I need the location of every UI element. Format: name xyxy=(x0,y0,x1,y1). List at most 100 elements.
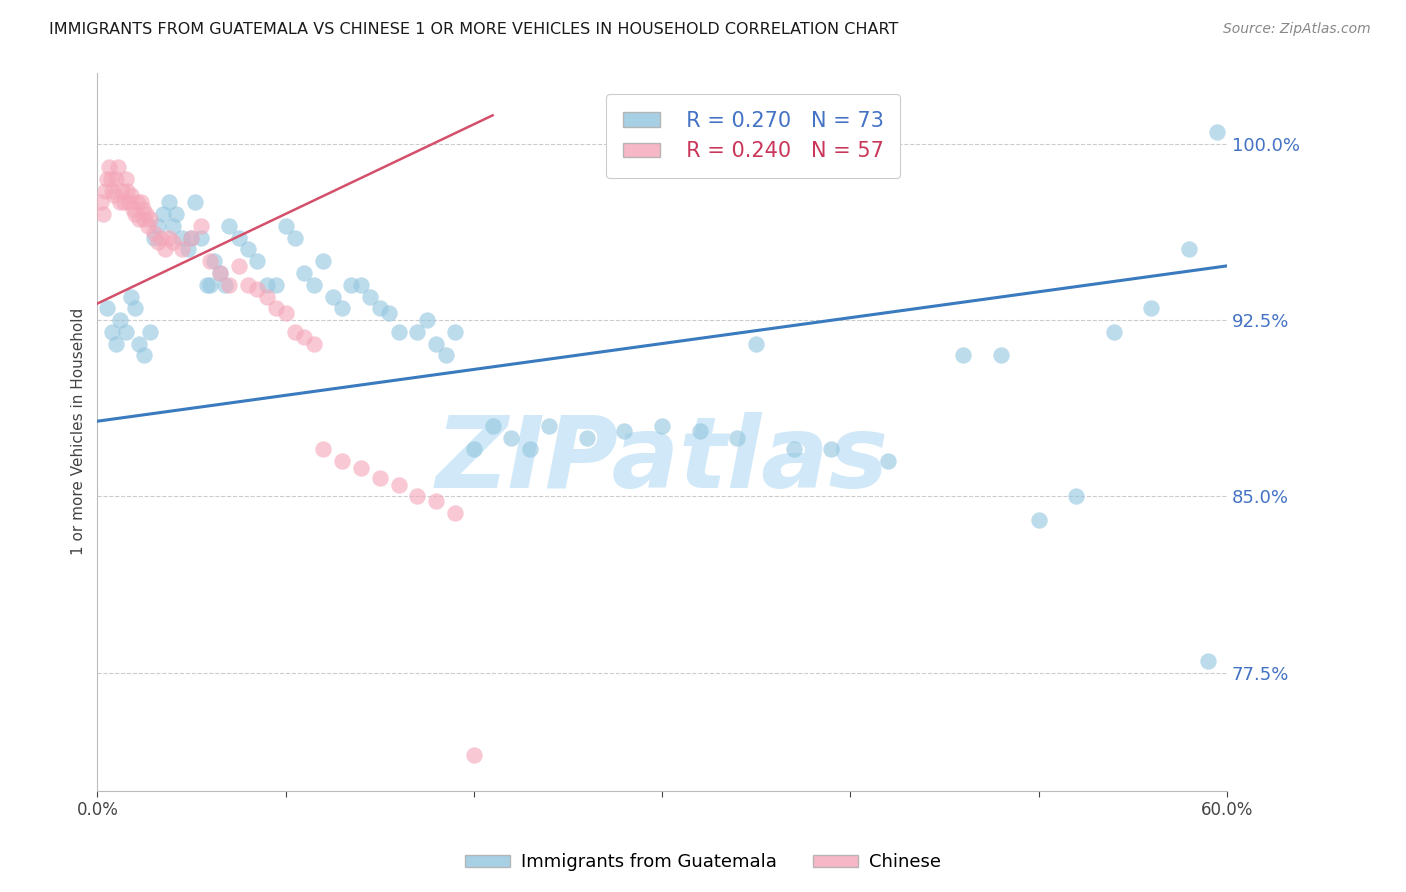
Y-axis label: 1 or more Vehicles in Household: 1 or more Vehicles in Household xyxy=(72,308,86,556)
Point xyxy=(90,195,112,210)
Point xyxy=(745,336,768,351)
Point xyxy=(218,219,240,233)
Point xyxy=(146,219,169,233)
Point xyxy=(689,424,711,438)
Point xyxy=(190,219,212,233)
Point xyxy=(350,461,373,475)
Point xyxy=(96,301,118,316)
Point xyxy=(131,202,153,217)
Point xyxy=(120,289,142,303)
Point xyxy=(274,306,297,320)
Point xyxy=(146,235,169,250)
Point xyxy=(105,172,128,186)
Text: ZIPatlas: ZIPatlas xyxy=(436,412,889,509)
Point xyxy=(519,442,541,457)
Point xyxy=(101,325,124,339)
Point xyxy=(118,195,141,210)
Point xyxy=(96,172,118,186)
Point xyxy=(387,477,409,491)
Point xyxy=(434,348,457,362)
Point xyxy=(1102,325,1125,339)
Point xyxy=(1178,243,1201,257)
Point xyxy=(1064,490,1087,504)
Point xyxy=(107,160,129,174)
Point xyxy=(101,184,124,198)
Point xyxy=(284,325,307,339)
Point xyxy=(444,506,467,520)
Point xyxy=(322,289,344,303)
Point xyxy=(114,325,136,339)
Point xyxy=(122,202,145,217)
Point xyxy=(180,230,202,244)
Point xyxy=(463,748,485,763)
Point xyxy=(877,454,900,468)
Point xyxy=(134,211,156,226)
Point xyxy=(1028,513,1050,527)
Point xyxy=(108,313,131,327)
Point xyxy=(406,490,429,504)
Point xyxy=(139,211,162,226)
Point xyxy=(264,301,287,316)
Point xyxy=(157,195,180,210)
Point xyxy=(195,277,218,292)
Point xyxy=(501,431,523,445)
Point xyxy=(202,254,225,268)
Point xyxy=(264,277,287,292)
Point xyxy=(236,243,259,257)
Point xyxy=(128,336,150,351)
Point xyxy=(129,195,152,210)
Point xyxy=(111,184,134,198)
Point xyxy=(538,418,561,433)
Point xyxy=(350,277,373,292)
Legend:   R = 0.270   N = 73,   R = 0.240   N = 57: R = 0.270 N = 73, R = 0.240 N = 57 xyxy=(606,95,900,178)
Point xyxy=(152,207,174,221)
Point xyxy=(114,172,136,186)
Point xyxy=(952,348,974,362)
Point xyxy=(190,230,212,244)
Point xyxy=(481,418,503,433)
Point xyxy=(294,266,316,280)
Point xyxy=(136,219,159,233)
Point xyxy=(208,266,231,280)
Point xyxy=(120,188,142,202)
Point xyxy=(340,277,363,292)
Point xyxy=(97,160,120,174)
Point xyxy=(416,313,439,327)
Point xyxy=(246,254,269,268)
Point xyxy=(256,289,278,303)
Point xyxy=(463,442,485,457)
Point xyxy=(294,329,316,343)
Point xyxy=(208,266,231,280)
Point xyxy=(246,282,269,296)
Point xyxy=(162,219,184,233)
Point xyxy=(1197,654,1219,668)
Point xyxy=(820,442,842,457)
Point xyxy=(425,494,447,508)
Point xyxy=(135,207,157,221)
Point xyxy=(218,277,240,292)
Point xyxy=(214,277,236,292)
Point xyxy=(134,348,156,362)
Point xyxy=(368,471,391,485)
Point xyxy=(112,195,135,210)
Point xyxy=(162,235,184,250)
Point xyxy=(312,442,335,457)
Point xyxy=(125,195,148,210)
Point xyxy=(170,243,193,257)
Point xyxy=(124,207,146,221)
Point xyxy=(575,431,598,445)
Point xyxy=(783,442,806,457)
Point xyxy=(150,230,173,244)
Point xyxy=(184,195,207,210)
Point xyxy=(387,325,409,339)
Point xyxy=(91,207,114,221)
Point xyxy=(157,230,180,244)
Point xyxy=(139,325,162,339)
Point xyxy=(128,211,150,226)
Point xyxy=(302,336,325,351)
Text: Source: ZipAtlas.com: Source: ZipAtlas.com xyxy=(1223,22,1371,37)
Point xyxy=(200,277,222,292)
Point xyxy=(117,184,139,198)
Point xyxy=(228,259,250,273)
Point xyxy=(180,230,202,244)
